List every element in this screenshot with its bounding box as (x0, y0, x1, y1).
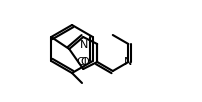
Text: Cl: Cl (76, 57, 87, 67)
Text: N: N (80, 40, 88, 50)
Text: O: O (80, 57, 89, 67)
Text: N: N (124, 57, 132, 67)
